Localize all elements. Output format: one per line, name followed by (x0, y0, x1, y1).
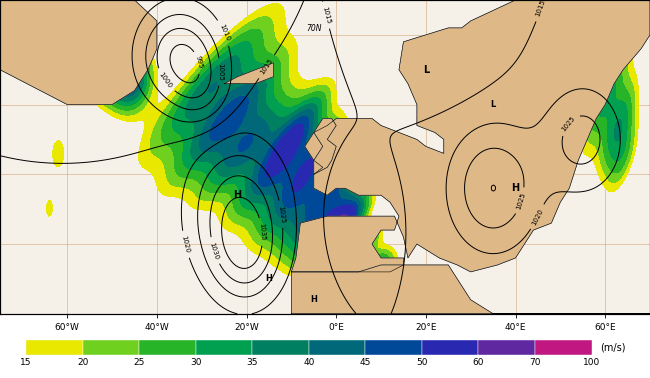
Polygon shape (291, 265, 650, 314)
Polygon shape (291, 0, 650, 272)
Bar (252, 340, 309, 355)
Text: 35: 35 (246, 358, 258, 367)
Bar (26, 340, 83, 355)
Text: H: H (310, 295, 317, 304)
Polygon shape (0, 0, 157, 105)
Polygon shape (224, 63, 274, 84)
Text: 15: 15 (20, 358, 32, 367)
Text: 1035: 1035 (259, 223, 266, 241)
Text: 1020: 1020 (180, 235, 190, 254)
Text: H: H (233, 190, 242, 200)
Bar (478, 340, 535, 355)
Bar (365, 340, 422, 355)
Polygon shape (314, 119, 336, 174)
Text: 1020: 1020 (530, 208, 544, 226)
Text: H: H (266, 274, 272, 284)
Text: 30: 30 (190, 358, 202, 367)
Text: 1015: 1015 (321, 6, 331, 25)
Text: L: L (491, 100, 496, 109)
Text: 20: 20 (77, 358, 88, 367)
Text: H: H (512, 183, 519, 193)
Text: 1015: 1015 (259, 58, 274, 76)
Bar (535, 340, 592, 355)
Bar (83, 340, 139, 355)
Text: 1010: 1010 (218, 23, 231, 42)
Text: 1005: 1005 (218, 63, 224, 81)
Bar (139, 340, 196, 355)
Text: 1025: 1025 (278, 205, 286, 223)
Text: 50: 50 (416, 358, 428, 367)
Text: 40: 40 (303, 358, 315, 367)
Bar (422, 340, 478, 355)
Text: 100: 100 (583, 358, 600, 367)
Bar (309, 340, 365, 355)
Text: 1015: 1015 (535, 0, 547, 18)
Text: 995: 995 (194, 55, 203, 70)
Text: (m/s): (m/s) (600, 342, 625, 352)
Text: 1000: 1000 (157, 71, 173, 90)
Text: 25: 25 (133, 358, 145, 367)
Text: 1025: 1025 (516, 192, 526, 210)
Text: L: L (422, 65, 429, 75)
Text: 60: 60 (473, 358, 484, 367)
Text: 1030: 1030 (209, 241, 220, 260)
Text: 45: 45 (359, 358, 371, 367)
Bar (196, 340, 252, 355)
Text: 70N: 70N (306, 24, 322, 33)
Text: 1025: 1025 (561, 115, 577, 132)
Text: 70: 70 (529, 358, 541, 367)
